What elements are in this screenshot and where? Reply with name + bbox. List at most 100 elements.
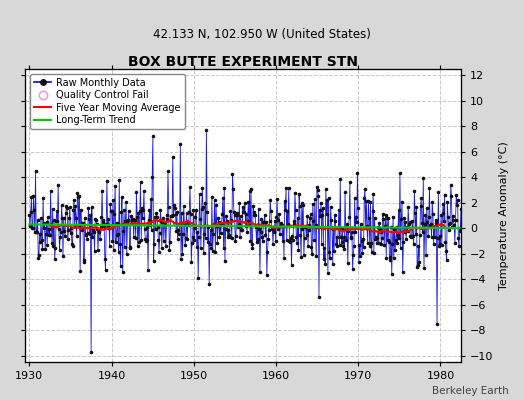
Point (269, 224, 278, 230)
Point (338, 226, 346, 232)
Point (233, 212, 242, 218)
Point (32, 229, 40, 235)
Point (210, 220, 218, 227)
Point (56, 247, 64, 254)
Point (311, 222, 320, 228)
Point (373, 235, 381, 242)
Point (332, 241, 340, 247)
Point (397, 245, 405, 252)
Point (425, 185, 434, 191)
Point (391, 246, 399, 253)
Point (61, 233, 69, 240)
Point (336, 176, 344, 182)
Title: BOX BUTTE EXPERIMENT STN: BOX BUTTE EXPERIMENT STN (128, 55, 358, 69)
Point (185, 208, 193, 215)
Point (334, 225, 342, 232)
Point (280, 198, 289, 204)
Point (160, 220, 169, 226)
Point (78, 220, 86, 226)
Point (72, 233, 81, 239)
Point (180, 221, 189, 228)
Point (217, 221, 226, 227)
Point (143, 223, 151, 230)
Point (313, 184, 321, 190)
Point (420, 265, 428, 271)
Point (373, 240, 381, 246)
Point (83, 230, 92, 236)
Point (438, 210, 446, 216)
Point (43, 214, 52, 220)
Point (69, 242, 77, 249)
Point (87, 349, 95, 355)
Point (452, 192, 461, 198)
Point (36, 239, 45, 245)
Point (129, 216, 137, 222)
Point (98, 188, 106, 194)
Point (383, 215, 391, 222)
Point (329, 226, 337, 232)
Point (302, 223, 310, 229)
Point (440, 218, 448, 224)
Point (372, 233, 380, 240)
Point (309, 201, 317, 208)
Point (291, 207, 300, 213)
Point (449, 217, 457, 223)
Point (346, 179, 354, 185)
Point (70, 222, 79, 229)
Point (402, 236, 410, 242)
Point (227, 216, 235, 223)
Point (381, 211, 390, 218)
Point (50, 217, 58, 224)
Point (118, 269, 127, 275)
Point (112, 232, 121, 238)
Point (272, 214, 281, 220)
Point (388, 271, 396, 277)
Point (25, 212, 34, 218)
Point (296, 203, 304, 209)
Point (236, 234, 244, 240)
Point (29, 192, 38, 199)
Point (182, 210, 191, 217)
Point (175, 231, 183, 237)
Point (349, 251, 357, 258)
Point (213, 222, 221, 229)
Point (150, 241, 158, 248)
Point (438, 242, 446, 248)
Point (224, 234, 232, 240)
Point (136, 208, 144, 214)
Point (222, 226, 230, 232)
Point (363, 223, 371, 230)
Point (280, 255, 288, 261)
Point (42, 219, 51, 225)
Point (53, 218, 62, 224)
Point (324, 195, 333, 202)
Point (384, 236, 392, 243)
Point (192, 207, 200, 214)
Point (40, 225, 48, 231)
Point (396, 170, 404, 176)
Point (285, 184, 293, 191)
Point (417, 202, 425, 209)
Point (353, 219, 361, 225)
Point (93, 226, 102, 232)
Point (200, 250, 208, 256)
Point (126, 245, 135, 252)
Point (369, 190, 377, 197)
Point (436, 241, 445, 248)
Point (105, 242, 114, 249)
Point (59, 215, 68, 222)
Point (74, 194, 82, 200)
Point (207, 245, 215, 251)
Point (368, 249, 376, 256)
Point (46, 232, 54, 238)
Point (405, 220, 413, 227)
Point (191, 224, 199, 231)
Point (265, 227, 273, 234)
Point (49, 206, 57, 212)
Point (394, 232, 402, 238)
Point (250, 212, 259, 218)
Point (434, 189, 443, 196)
Point (247, 241, 256, 248)
Point (450, 222, 458, 228)
Point (442, 257, 451, 264)
